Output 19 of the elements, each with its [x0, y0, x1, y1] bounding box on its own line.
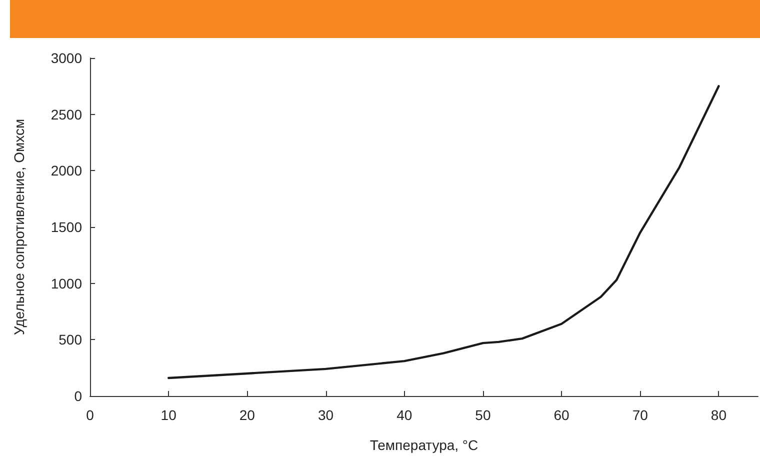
x-tick-label: 20	[239, 407, 256, 423]
y-tick-label: 2500	[50, 106, 82, 122]
y-tick-label: 500	[58, 332, 82, 348]
x-tick-label: 70	[632, 407, 648, 423]
x-tick-label: 60	[554, 407, 570, 423]
y-tick-label: 3000	[50, 50, 82, 66]
line-series	[167, 85, 720, 380]
x-tick-label: 30	[318, 407, 334, 423]
y-tick-label: 1500	[50, 219, 82, 235]
y-tick-label: 2000	[50, 162, 82, 179]
x-tick-label: 50	[475, 407, 491, 423]
y-axis-title: Удельное сопротивление, Омхсм	[11, 118, 27, 336]
y-tick-label: 1000	[50, 275, 82, 292]
y-tick-label: 0	[74, 388, 82, 404]
x-tick-label: 40	[396, 407, 412, 423]
x-tick-label: 10	[160, 407, 177, 423]
x-tick-label: 0	[86, 407, 94, 423]
x-tick-label: 80	[710, 407, 727, 423]
x-axis-title: Температура, °C	[370, 437, 478, 453]
